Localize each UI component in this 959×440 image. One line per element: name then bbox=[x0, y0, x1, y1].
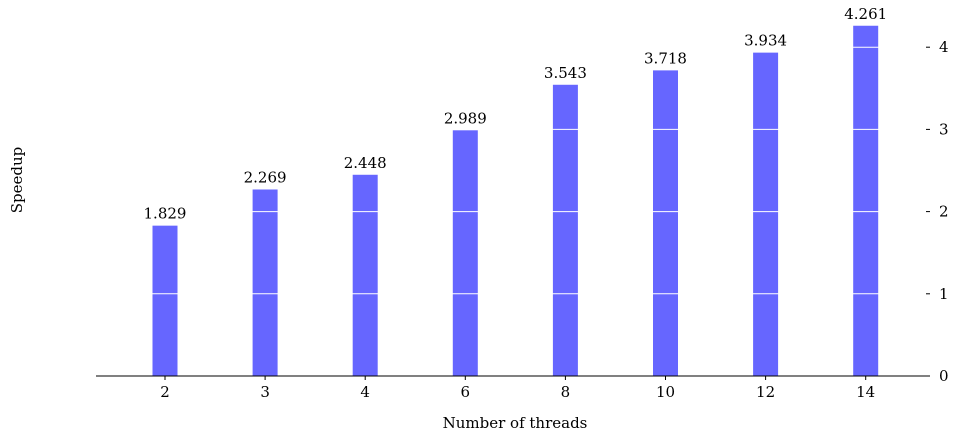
data-label: 3.934 bbox=[744, 32, 787, 50]
data-label: 2.989 bbox=[444, 109, 487, 127]
data-label: 4.261 bbox=[844, 5, 887, 23]
x-tick-label: 10 bbox=[656, 383, 675, 401]
y-tick-label: 2 bbox=[939, 203, 949, 221]
x-tick-label: 12 bbox=[756, 383, 775, 401]
data-label: 3.543 bbox=[544, 64, 587, 82]
x-tick-label: 6 bbox=[461, 383, 471, 401]
bar-8 bbox=[552, 84, 578, 377]
data-label: 2.269 bbox=[244, 168, 287, 186]
bar-10 bbox=[653, 70, 678, 376]
x-tick-label: 2 bbox=[160, 383, 170, 401]
y-tick-label: 4 bbox=[939, 38, 949, 56]
x-tick-label: 3 bbox=[260, 383, 270, 401]
bar-2 bbox=[152, 225, 178, 376]
bar-4 bbox=[352, 174, 378, 376]
data-label: 2.448 bbox=[344, 154, 387, 172]
y-tick-label: 0 bbox=[939, 367, 949, 385]
x-tick-label: 14 bbox=[856, 383, 875, 401]
x-tick-label: 4 bbox=[360, 383, 370, 401]
x-tick-label: 8 bbox=[561, 383, 571, 401]
bar-14 bbox=[853, 25, 879, 376]
bars-layer bbox=[152, 25, 879, 377]
bar-3 bbox=[252, 189, 278, 376]
y-tick-label: 3 bbox=[939, 120, 949, 138]
bar-6 bbox=[452, 130, 478, 376]
data-label: 3.718 bbox=[644, 49, 687, 67]
x-axis-title: Number of threads bbox=[443, 414, 588, 432]
y-tick-label: 1 bbox=[939, 285, 949, 303]
axis-layer bbox=[96, 46, 930, 380]
bar-12 bbox=[753, 52, 779, 376]
y-axis-title: Speedup bbox=[8, 147, 26, 214]
data-label: 1.829 bbox=[144, 205, 187, 223]
grid-layer bbox=[96, 46, 930, 295]
labels-layer: 2 3 4 6 8 10 12 14012341.8292.2692.4482.9893.54… bbox=[144, 5, 949, 401]
